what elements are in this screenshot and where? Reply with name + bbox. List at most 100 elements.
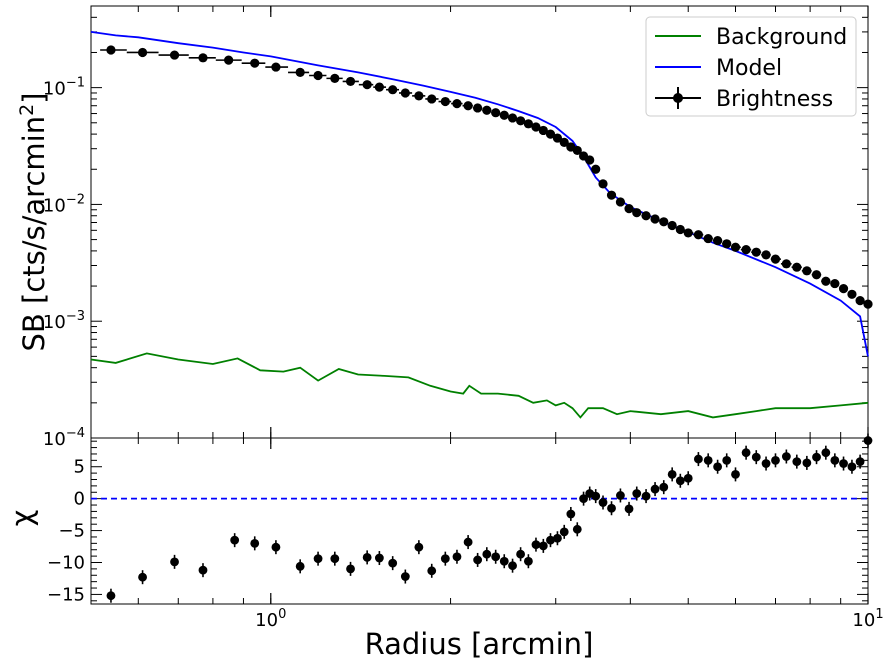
brightness-point xyxy=(740,245,752,255)
brightness-marker xyxy=(463,101,473,111)
chi-point xyxy=(693,452,703,467)
chi-marker xyxy=(400,572,410,581)
brightness-marker xyxy=(821,276,831,286)
chi-point xyxy=(106,588,116,603)
chi-marker xyxy=(559,527,569,537)
chi-marker xyxy=(650,484,660,494)
brightness-marker xyxy=(713,236,723,246)
chi-point xyxy=(572,522,582,537)
chi-point xyxy=(761,456,771,471)
chi-marker xyxy=(607,503,616,513)
chi-marker xyxy=(863,436,873,445)
chi-point xyxy=(821,445,831,460)
chi-point xyxy=(531,537,541,552)
chi-marker xyxy=(230,535,240,545)
brightness-point xyxy=(559,137,569,147)
brightness-point xyxy=(326,73,343,83)
chi-point xyxy=(491,549,501,564)
brightness-point xyxy=(632,208,642,218)
chi-point xyxy=(271,540,281,555)
brightness-marker xyxy=(741,245,751,255)
chi-point xyxy=(722,453,732,468)
chi-point xyxy=(230,533,240,548)
chi-point xyxy=(313,551,323,566)
brightness-marker xyxy=(198,53,208,63)
chi-point xyxy=(632,486,642,501)
chi-marker xyxy=(713,462,723,472)
brightness-point xyxy=(641,211,651,221)
chi-marker xyxy=(106,591,116,601)
chi-point xyxy=(616,488,625,503)
brightness-marker xyxy=(362,80,372,90)
chi-marker xyxy=(667,469,677,479)
chi-point xyxy=(499,554,509,569)
chi-point xyxy=(607,501,616,516)
chi-marker xyxy=(538,541,548,551)
brightness-point xyxy=(507,113,518,123)
brightness-marker xyxy=(792,262,802,272)
brightness-marker xyxy=(650,214,660,224)
chi-marker xyxy=(781,452,791,461)
chi-point xyxy=(650,482,660,497)
chi-point xyxy=(546,533,555,548)
chi-point xyxy=(198,563,208,578)
chi-point xyxy=(414,540,424,555)
chi-point xyxy=(598,495,608,510)
chi-marker xyxy=(295,561,305,571)
brightness-marker xyxy=(250,58,260,68)
chi-marker xyxy=(516,549,525,559)
chi-y-tick-label: −5 xyxy=(58,521,85,542)
brightness-marker xyxy=(730,242,741,252)
brightness-marker xyxy=(641,211,651,221)
brightness-point xyxy=(659,217,669,227)
brightness-point xyxy=(585,155,595,165)
chi-point xyxy=(579,491,588,506)
sb-y-tick-label: 10−3 xyxy=(43,309,85,333)
brightness-marker xyxy=(559,137,569,147)
legend-brightness-label: Brightness xyxy=(716,87,833,112)
brightness-point xyxy=(545,129,556,139)
series-line-background xyxy=(90,352,869,419)
chi-marker xyxy=(427,566,437,576)
chi-marker xyxy=(731,469,740,479)
chi-marker xyxy=(566,509,576,519)
x-tick-label: 100 xyxy=(255,607,286,631)
brightness-point xyxy=(791,262,802,272)
chi-point xyxy=(641,489,651,504)
chi-marker xyxy=(330,554,340,564)
legend-frame xyxy=(645,16,857,117)
chi-marker xyxy=(855,457,865,467)
brightness-marker xyxy=(781,259,791,269)
chi-point xyxy=(731,467,740,482)
brightness-point xyxy=(598,179,608,189)
brightness-marker xyxy=(345,76,356,87)
chi-point xyxy=(330,551,340,566)
brightness-point xyxy=(683,228,694,238)
chi-point xyxy=(559,524,569,539)
brightness-marker xyxy=(615,197,626,207)
chi-point xyxy=(812,450,821,465)
brightness-point xyxy=(830,278,840,289)
brightness-marker xyxy=(330,73,340,83)
chi-point xyxy=(170,554,179,569)
brightness-point xyxy=(712,236,723,246)
chi-point xyxy=(659,480,669,495)
chi-marker xyxy=(598,498,608,507)
chi-x-tick-labels: 100 101 xyxy=(255,607,883,631)
brightness-marker xyxy=(598,179,608,189)
brightness-marker xyxy=(473,103,483,113)
chi-marker xyxy=(374,553,384,563)
chi-point xyxy=(400,569,410,584)
brightness-point xyxy=(188,53,216,63)
chi-marker xyxy=(683,473,693,483)
x-tick-label: 101 xyxy=(852,607,883,631)
chi-marker xyxy=(553,533,562,543)
chi-marker xyxy=(440,554,450,564)
chi-point xyxy=(523,554,533,569)
chi-marker xyxy=(761,459,771,468)
brightness-point xyxy=(438,96,452,107)
chi-point xyxy=(667,467,677,482)
chi-marker xyxy=(508,561,517,571)
brightness-marker xyxy=(452,98,462,109)
chi-point xyxy=(553,531,562,546)
